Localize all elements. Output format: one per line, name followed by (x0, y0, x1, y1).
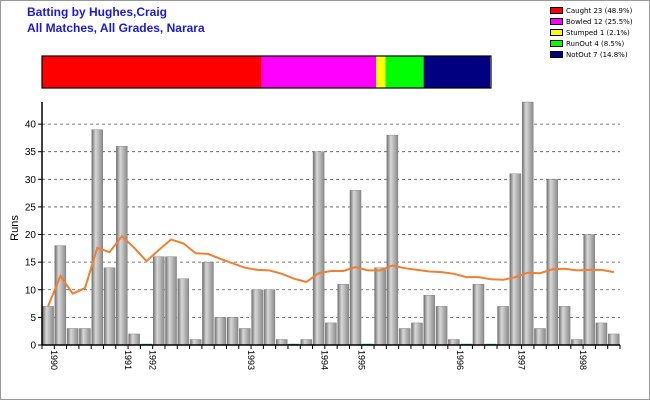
x-year-label: 1997 (516, 350, 526, 370)
legend-item: Bowled 12 (25.5%) (550, 16, 633, 27)
innings-bar (546, 179, 559, 346)
legend-item: RunOut 4 (8.5%) (550, 38, 633, 49)
y-tick-label: 35 (25, 147, 37, 158)
y-tick-label: 0 (30, 341, 36, 352)
x-year-label: 1995 (357, 350, 367, 370)
innings-bar (374, 267, 386, 346)
legend-label: Caught 23 (48.9%) (566, 6, 633, 15)
y-tick-label: 5 (30, 313, 36, 324)
legend-label: NotOut 7 (14.8%) (566, 50, 628, 59)
innings-bar (398, 328, 411, 346)
innings-bar (214, 317, 226, 346)
innings-bar (521, 101, 534, 346)
innings-bar (177, 278, 190, 346)
innings-bar (103, 267, 116, 346)
innings-bar (152, 256, 165, 346)
legend-swatch (550, 29, 563, 36)
innings-bar (275, 339, 288, 346)
legend-label: Bowled 12 (25.5%) (566, 17, 633, 26)
innings-bar (595, 322, 608, 346)
innings-bar (239, 328, 251, 346)
y-tick-label: 15 (25, 258, 37, 269)
innings-bar (202, 261, 214, 346)
y-tick-label: 30 (25, 175, 37, 186)
dismissal-bar-border (41, 55, 492, 89)
innings-bar (509, 173, 522, 346)
innings-bar (263, 289, 276, 346)
x-year-label: 1991 (123, 350, 133, 370)
innings-bar (42, 306, 54, 346)
innings-bar (116, 145, 128, 346)
legend: Caught 23 (48.9%) Bowled 12 (25.5%) Stumpe… (550, 5, 633, 60)
y-tick-label: 20 (25, 230, 37, 241)
innings-bar (54, 245, 67, 346)
innings-bar (497, 306, 509, 346)
y-tick-label: 25 (25, 202, 37, 213)
innings-bar (251, 289, 263, 346)
innings-bar (337, 284, 349, 346)
innings-bar (411, 322, 423, 346)
x-year-label: 1990 (49, 350, 59, 370)
innings-bar (435, 306, 448, 346)
innings-bar (226, 317, 239, 346)
innings-bar (571, 339, 583, 346)
innings-bar (165, 256, 177, 346)
innings-bar (448, 339, 460, 346)
legend-swatch (550, 7, 563, 14)
dismissal-segment-notout (423, 56, 491, 88)
dismissal-segment-caught (42, 56, 262, 88)
y-tick-label: 10 (25, 285, 37, 296)
innings-bar (423, 295, 436, 346)
legend-item: Caught 23 (48.9%) (550, 5, 633, 16)
innings-bar (386, 134, 399, 346)
legend-swatch (550, 51, 563, 58)
innings-bar (300, 339, 313, 346)
innings-bar (128, 333, 140, 346)
legend-swatch (550, 40, 563, 47)
innings-bar (66, 328, 79, 346)
y-tick-label: 40 (25, 120, 37, 131)
dismissal-segment-bowled (261, 56, 377, 88)
legend-item: Stumped 1 (2.1%) (550, 27, 633, 38)
x-year-label: 1993 (246, 350, 256, 370)
x-year-label: 1992 (148, 350, 158, 370)
innings-bar (558, 306, 571, 346)
innings-bar (189, 339, 202, 346)
dismissal-segment-runout (385, 56, 424, 88)
legend-item: NotOut 7 (14.8%) (550, 49, 633, 60)
x-year-label: 1996 (455, 350, 465, 370)
innings-bar (534, 328, 546, 346)
chart-title: Batting by Hughes,Craig (27, 5, 168, 19)
legend-label: Stumped 1 (2.1%) (566, 28, 630, 37)
innings-bar (312, 151, 325, 346)
legend-swatch (550, 18, 563, 25)
innings-bar (608, 333, 620, 346)
innings-bar (472, 284, 485, 346)
legend-label: RunOut 4 (8.5%) (566, 39, 625, 48)
dismissal-segment-stumped (376, 56, 386, 88)
average-line (47, 234, 615, 307)
chart-subtitle: All Matches, All Grades, Narara (27, 21, 205, 35)
y-axis-label: Runs (9, 215, 21, 241)
innings-bar (91, 129, 103, 346)
innings-bar (325, 322, 337, 346)
x-year-label: 1994 (320, 350, 330, 370)
x-year-label: 1998 (578, 350, 588, 370)
innings-bar (583, 234, 595, 346)
innings-bar (79, 328, 91, 346)
